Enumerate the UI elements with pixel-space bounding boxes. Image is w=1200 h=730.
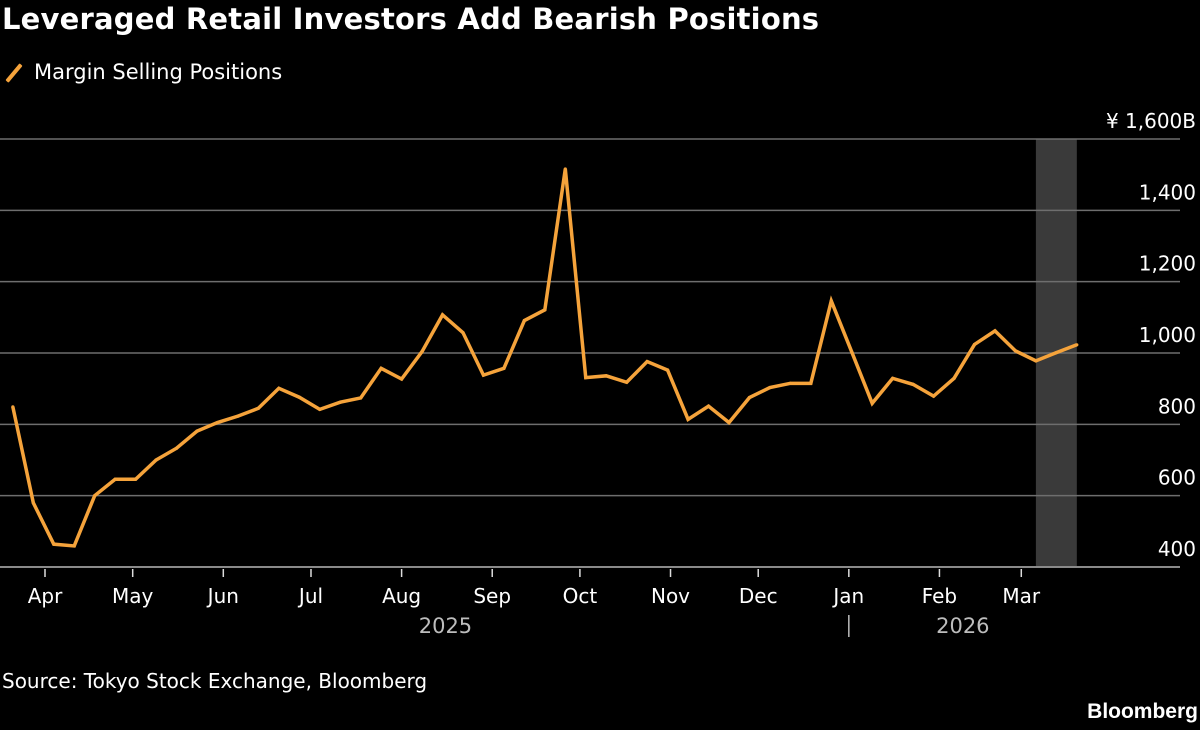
data-point: [931, 394, 936, 398]
data-point: [277, 386, 281, 390]
source-note: Source: Tokyo Stock Exchange, Bloomberg: [2, 669, 428, 693]
x-tick-label: Jan: [831, 584, 864, 608]
chart-title: Leveraged Retail Investors Add Bearish P…: [2, 2, 820, 36]
year-label: 2026: [936, 614, 989, 638]
data-point: [870, 401, 874, 405]
data-point: [809, 381, 813, 385]
data-point: [338, 400, 342, 404]
data-point: [1054, 351, 1058, 355]
data-point: [993, 329, 997, 333]
data-point: [11, 405, 15, 409]
data-point: [665, 368, 670, 372]
data-point: [584, 376, 588, 380]
data-point: [481, 373, 486, 377]
x-tick-label: Mar: [1002, 584, 1041, 608]
x-tick-label: Aug: [382, 584, 421, 608]
data-point: [52, 542, 56, 546]
data-point: [420, 349, 424, 354]
data-point: [379, 366, 383, 370]
year-label: 2025: [419, 614, 472, 638]
data-point: [543, 308, 547, 312]
data-point: [113, 477, 117, 481]
data-point: [400, 377, 404, 381]
data-point: [604, 374, 608, 378]
data-point: [891, 376, 895, 380]
data-point: [359, 396, 363, 400]
data-point: [72, 544, 76, 548]
y-tick-label: 600: [1158, 466, 1196, 490]
x-tick-label: Jun: [206, 584, 239, 608]
data-point: [727, 420, 731, 425]
data-point: [522, 318, 526, 323]
data-point: [31, 501, 35, 505]
data-point: [788, 381, 792, 385]
data-point: [215, 420, 220, 425]
data-point: [297, 395, 301, 399]
data-point: [972, 342, 977, 347]
y-tick-label: 800: [1158, 394, 1196, 418]
y-tick-label: 1,200: [1139, 252, 1196, 276]
data-point: [195, 429, 199, 433]
x-tick-label: May: [112, 584, 154, 608]
series-line: [11, 168, 1078, 548]
x-tick-label: Sep: [473, 584, 511, 608]
x-tick-label: Apr: [28, 584, 63, 608]
data-point: [850, 350, 854, 354]
data-point: [134, 477, 138, 481]
data-point: [1075, 343, 1079, 347]
data-point: [502, 366, 506, 370]
y-tick-label: 1,400: [1139, 180, 1196, 204]
bloomberg-logo: Bloomberg: [1087, 700, 1198, 723]
data-point: [563, 167, 567, 171]
x-tick-label: Jul: [297, 584, 323, 608]
data-point: [686, 417, 690, 421]
data-point: [1034, 359, 1038, 363]
data-point: [1013, 349, 1018, 353]
data-point: [461, 331, 465, 335]
y-tick-label: 400: [1158, 537, 1196, 561]
data-point: [93, 494, 97, 498]
legend: Margin Selling Positions: [4, 60, 282, 84]
x-tick-label: Feb: [922, 584, 957, 608]
data-point: [768, 385, 772, 390]
y-tick-label: 1,000: [1139, 323, 1196, 347]
x-tick-label: Nov: [651, 584, 690, 608]
data-point: [625, 380, 629, 384]
x-tick-label: Dec: [739, 584, 778, 608]
data-point: [829, 299, 833, 303]
data-point: [318, 407, 322, 411]
data-point: [174, 446, 179, 450]
data-point: [645, 359, 649, 364]
y-tick-label: ¥ 1,600B: [1106, 109, 1196, 133]
data-point: [747, 395, 752, 400]
data-point: [911, 382, 915, 386]
data-point: [154, 458, 158, 462]
data-point: [440, 313, 445, 317]
data-point: [256, 406, 260, 410]
x-tick-label: Oct: [563, 584, 598, 608]
data-point: [952, 376, 956, 380]
data-point: [236, 414, 240, 418]
data-point: [706, 404, 711, 408]
legend-label: Margin Selling Positions: [34, 60, 283, 84]
